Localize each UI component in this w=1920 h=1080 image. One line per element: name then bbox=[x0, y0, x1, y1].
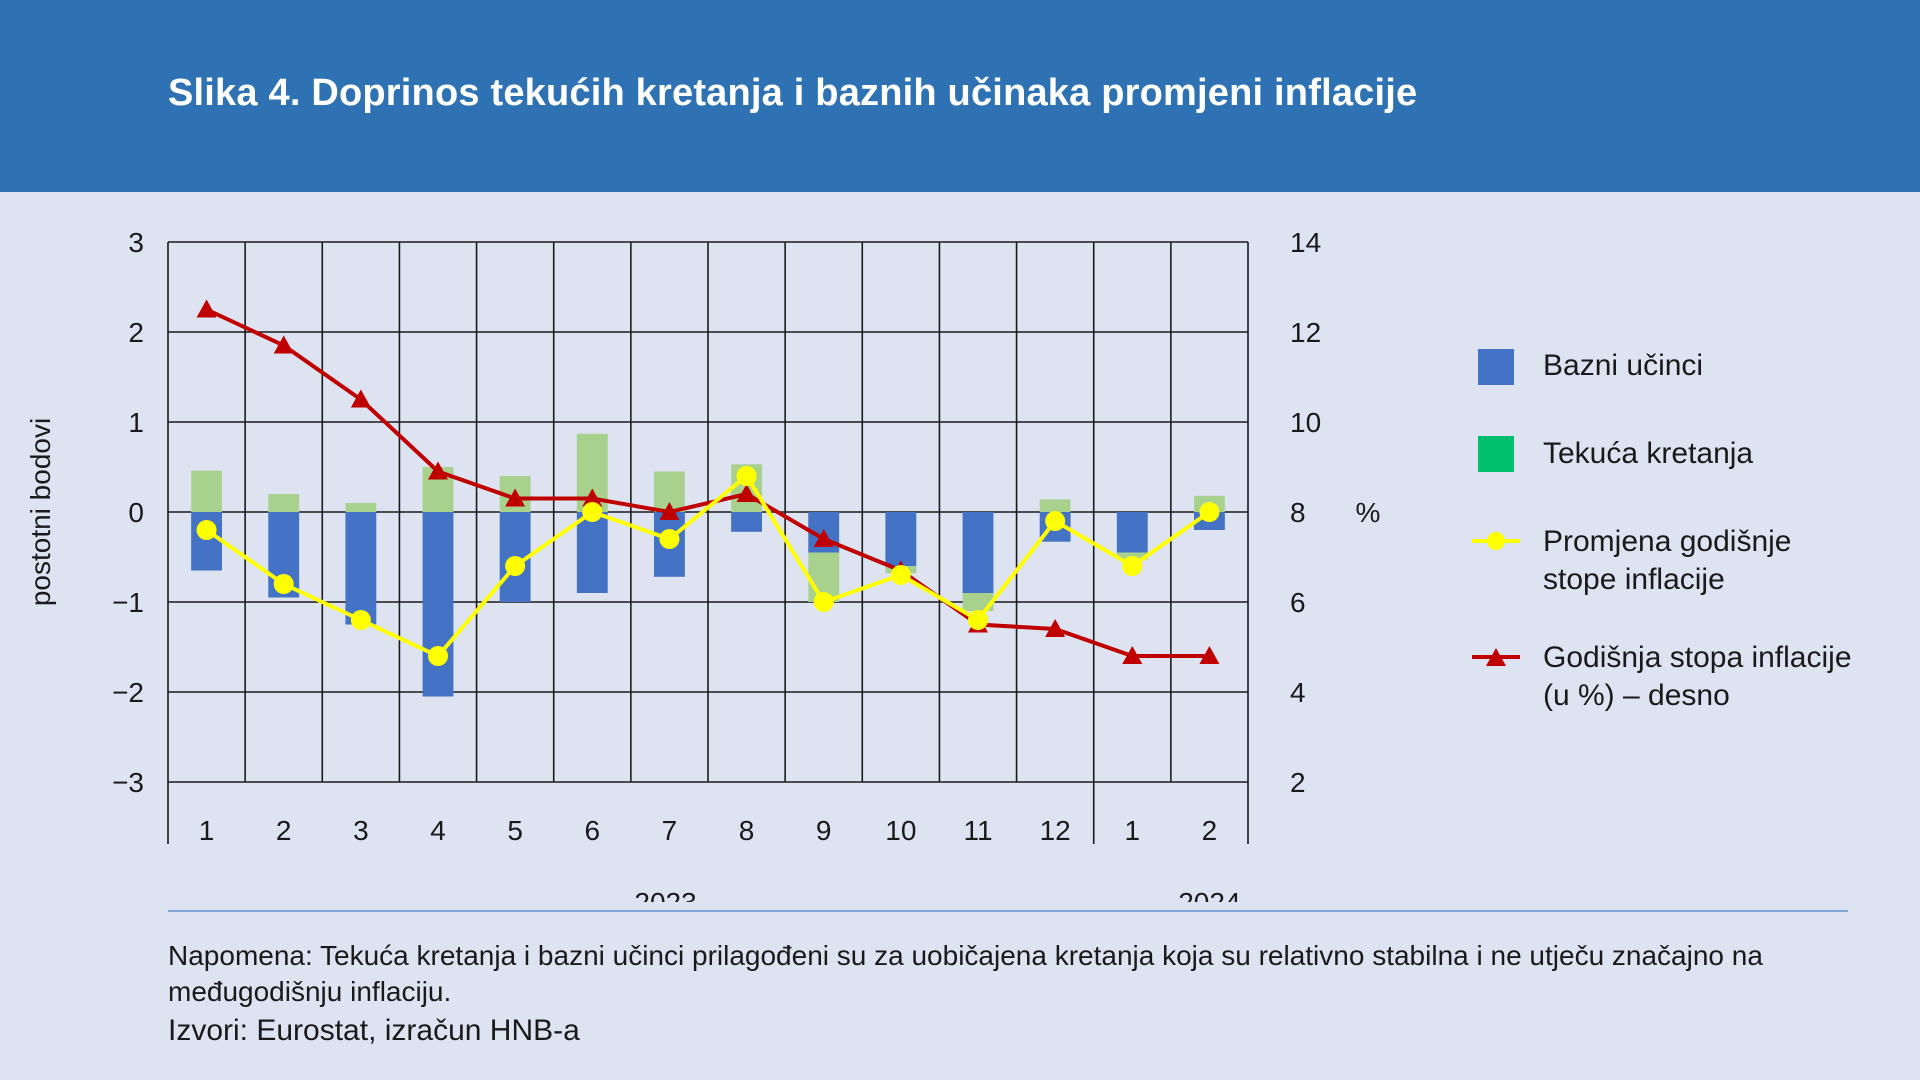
marker-inflation-rate bbox=[659, 502, 680, 520]
marker-inflation-change bbox=[350, 610, 371, 630]
x-tick-label: 12 bbox=[1040, 815, 1071, 846]
year-label: 2024. bbox=[1178, 887, 1248, 902]
bar-current-trends bbox=[962, 593, 994, 611]
legend-label-current-trends: Tekuća kretanja bbox=[1543, 437, 1753, 470]
marker-inflation-rate bbox=[1122, 646, 1143, 664]
marker-inflation-rate bbox=[428, 461, 448, 480]
bar-base-effects bbox=[1116, 512, 1148, 553]
marker-inflation-rate bbox=[1199, 646, 1220, 664]
legend-label-inflation-change: Promjena godišnje bbox=[1543, 525, 1791, 558]
legend-marker-inflation-rate bbox=[1486, 648, 1506, 666]
x-tick-label: 1 bbox=[1124, 815, 1140, 846]
header-banner: Slika 4. Doprinos tekućih kretanja i baz… bbox=[0, 0, 1920, 192]
y2-tick-label: 4 bbox=[1290, 677, 1306, 708]
bar-current-trends bbox=[1039, 499, 1071, 512]
marker-inflation-rate bbox=[505, 488, 526, 507]
bar-base-effects bbox=[731, 512, 762, 532]
legend-marker-inflation-change bbox=[1487, 532, 1505, 550]
y-tick-label: −3 bbox=[112, 767, 144, 798]
x-tick-label: 10 bbox=[885, 815, 916, 846]
marker-inflation-change bbox=[505, 556, 526, 576]
x-tick-label: 6 bbox=[584, 815, 600, 846]
y-tick-label: 3 bbox=[128, 227, 144, 258]
bar-base-effects bbox=[422, 512, 454, 697]
marker-inflation-change bbox=[582, 502, 603, 522]
legend-label-inflation-rate: (u %) – desno bbox=[1543, 679, 1730, 712]
marker-inflation-rate bbox=[196, 299, 217, 318]
bar-base-effects bbox=[885, 512, 917, 566]
y-tick-label: 1 bbox=[128, 407, 144, 438]
marker-inflation-rate bbox=[273, 335, 294, 354]
marker-inflation-rate bbox=[582, 488, 603, 507]
y-axis-title: postotni bodovi bbox=[25, 418, 56, 606]
line-inflation-change bbox=[205, 473, 1211, 659]
y-tick-label: −1 bbox=[112, 587, 144, 618]
marker-inflation-change bbox=[428, 646, 448, 666]
legend-label-inflation-rate: Godišnja stopa inflacije bbox=[1543, 641, 1852, 674]
chart-title: Slika 4. Doprinos tekućih kretanja i baz… bbox=[168, 72, 1418, 114]
divider-line bbox=[168, 910, 1848, 912]
y2-tick-label: 2 bbox=[1290, 767, 1306, 798]
year-label: 2023. bbox=[634, 887, 704, 902]
y2-tick-label: 10 bbox=[1290, 407, 1321, 438]
marker-inflation-change bbox=[1045, 511, 1066, 531]
bar-current-trends bbox=[268, 494, 300, 512]
marker-inflation-rate bbox=[813, 529, 834, 547]
marker-inflation-change bbox=[196, 520, 217, 540]
x-tick-label: 7 bbox=[662, 815, 678, 846]
bar-base-effects bbox=[345, 512, 377, 625]
y-tick-label: 0 bbox=[128, 497, 144, 528]
marker-inflation-change bbox=[813, 592, 834, 612]
marker-inflation-change bbox=[1122, 556, 1143, 576]
bar-base-effects bbox=[962, 512, 994, 593]
x-tick-label: 9 bbox=[816, 815, 832, 846]
x-tick-label: 4 bbox=[430, 815, 446, 846]
x-tick-label: 2 bbox=[1202, 815, 1218, 846]
y2-tick-label: 6 bbox=[1290, 587, 1306, 618]
x-tick-label: 8 bbox=[739, 815, 755, 846]
marker-inflation-rate bbox=[736, 484, 757, 502]
legend-swatch-current-trends bbox=[1478, 436, 1514, 472]
y-tick-label: 2 bbox=[128, 317, 144, 348]
chart-note: Napomena: Tekuća kretanja i bazni učinci… bbox=[168, 940, 1763, 1007]
y2-axis-title: % bbox=[1356, 497, 1381, 528]
marker-inflation-change bbox=[273, 574, 294, 594]
x-tick-label: 5 bbox=[507, 815, 523, 846]
marker-inflation-change bbox=[968, 610, 988, 630]
y2-tick-label: 14 bbox=[1290, 227, 1321, 258]
legend-label-base-effects: Bazni učinci bbox=[1543, 349, 1703, 382]
legend-swatch-base-effects bbox=[1478, 349, 1514, 385]
line-inflation-rate bbox=[205, 307, 1210, 658]
marker-inflation-change bbox=[890, 565, 911, 585]
marker-inflation-change bbox=[1199, 502, 1220, 522]
legend-label-inflation-change: stope inflacije bbox=[1543, 563, 1725, 596]
bar-base-effects bbox=[576, 512, 608, 593]
marker-inflation-change bbox=[659, 529, 680, 549]
marker-inflation-change bbox=[736, 466, 757, 486]
bar-current-trends bbox=[345, 503, 377, 512]
bar-current-trends bbox=[191, 470, 222, 512]
x-tick-label: 2 bbox=[276, 815, 292, 846]
y2-tick-label: 12 bbox=[1290, 317, 1321, 348]
marker-inflation-rate bbox=[350, 389, 371, 408]
x-tick-label: 1 bbox=[199, 815, 215, 846]
x-tick-label: 11 bbox=[963, 815, 992, 846]
marker-inflation-rate bbox=[1045, 619, 1066, 637]
y2-tick-label: 8 bbox=[1290, 497, 1306, 528]
chart-source: Izvori: Eurostat, izračun HNB-a bbox=[168, 1014, 580, 1047]
x-tick-label: 3 bbox=[353, 815, 369, 846]
y-tick-label: −2 bbox=[112, 677, 144, 708]
